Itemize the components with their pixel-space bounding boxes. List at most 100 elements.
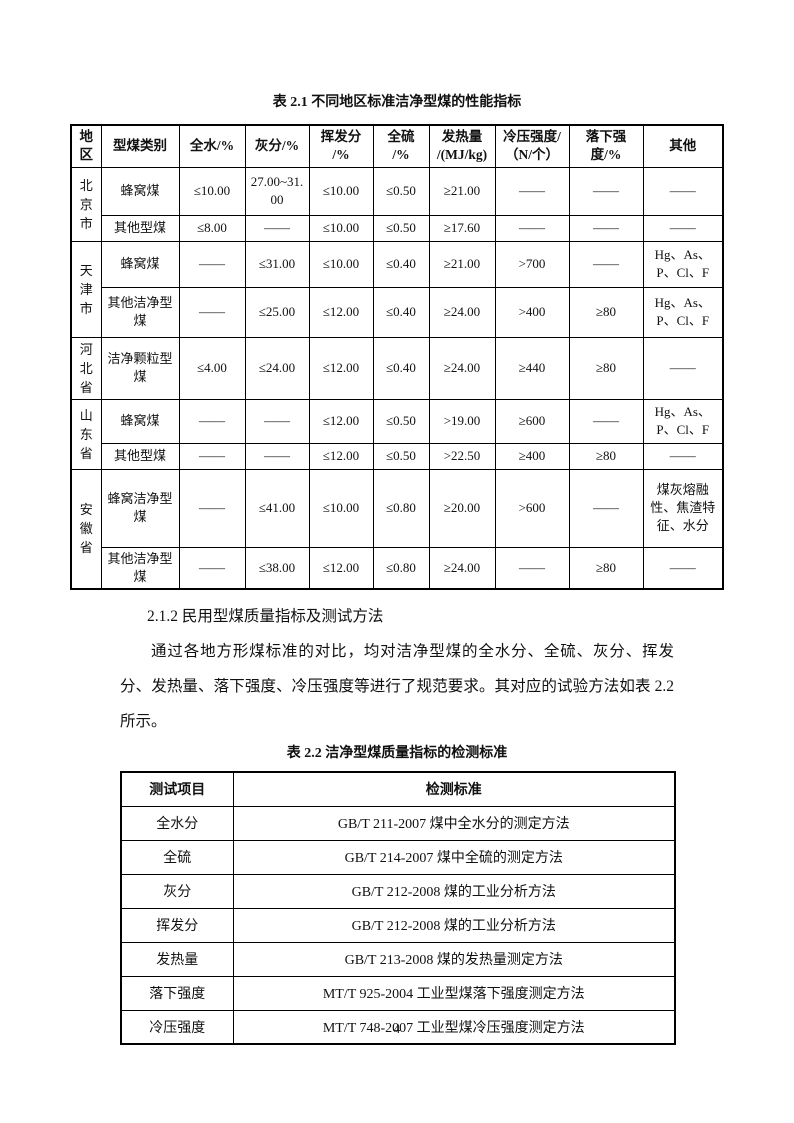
t1-region-cell: 安 徽 省: [70, 468, 102, 590]
t1-cell: ≤0.40: [372, 240, 430, 288]
t1-cell: ≥80: [568, 286, 644, 338]
t1-cell: ≤10.00: [308, 166, 374, 216]
t1-cell: 其他型煤: [100, 442, 180, 470]
t1-cell: ≥600: [494, 398, 570, 444]
t1-cell: ≥20.00: [428, 468, 496, 548]
t1-cell: ≤12.00: [308, 398, 374, 444]
t1-cell: ≤12.00: [308, 546, 374, 590]
t1-cell: ≥21.00: [428, 240, 496, 288]
t1-cell: ——: [494, 546, 570, 590]
t2-standard-cell: MT/T 748-2007 工业型煤冷压强度测定方法: [232, 1009, 676, 1045]
t1-cell: ——: [244, 442, 310, 470]
t1-cell: ——: [178, 546, 246, 590]
t1-cell: Hg、As、P、Cl、F: [642, 240, 724, 288]
t1-cell: ≤0.50: [372, 214, 430, 242]
t2-header-cell: 检测标准: [232, 771, 676, 807]
t1-cell: ——: [642, 214, 724, 242]
t1-header-cell: 落下强 度/%: [568, 124, 644, 168]
t1-region-cell: 天 津 市: [70, 240, 102, 338]
t1-header-row: 地 区 型煤类别 全水/% 灰分/% 挥发分 /% 全硫 /% 发热量 /(MJ…: [70, 124, 724, 168]
t1-cell: ——: [642, 166, 724, 216]
t1-cell: ≥80: [568, 336, 644, 400]
t1-cell: ——: [178, 240, 246, 288]
t1-cell: ——: [568, 468, 644, 548]
t1-cell: 其他型煤: [100, 214, 180, 242]
t1-cell: ——: [568, 214, 644, 242]
t1-row: 安 徽 省 蜂窝洁净型煤 —— ≤41.00 ≤10.00 ≤0.80 ≥20.…: [70, 468, 724, 590]
t1-cell: ——: [178, 468, 246, 548]
t1-cell: ——: [178, 286, 246, 338]
t1-cell: ≥24.00: [428, 336, 496, 400]
t2-row: 发热量 GB/T 213-2008 煤的发热量测定方法: [120, 941, 676, 977]
t1-row: 其他洁净型煤 —— ≤38.00 ≤12.00 ≤0.80 ≥24.00 —— …: [71, 546, 724, 590]
t1-header-cell: 灰分/%: [244, 124, 310, 168]
t1-cell: ≤0.40: [372, 336, 430, 400]
t2-item-cell: 全硫: [120, 839, 234, 875]
t2-item-cell: 落下强度: [120, 975, 234, 1011]
t1-cell: 煤灰熔融性、焦渣特征、水分: [642, 468, 724, 548]
t1-cell: ——: [178, 442, 246, 470]
t1-region-cell: 河 北 省: [70, 336, 102, 400]
t2-item-cell: 灰分: [120, 873, 234, 909]
t2-row: 灰分 GB/T 212-2008 煤的工业分析方法: [120, 873, 676, 909]
t1-cell: ——: [244, 398, 310, 444]
page-number: 4: [393, 1021, 401, 1036]
t1-header-cell: 其他: [642, 124, 724, 168]
t1-row: 其他型煤 ≤8.00 —— ≤10.00 ≤0.50 ≥17.60 —— —— …: [71, 214, 724, 242]
t1-row: 其他洁净型煤 —— ≤25.00 ≤12.00 ≤0.40 ≥24.00 >40…: [71, 286, 724, 338]
t2-row: 落下强度 MT/T 925-2004 工业型煤落下强度测定方法: [120, 975, 676, 1011]
t1-cell: >19.00: [428, 398, 496, 444]
table1-caption: 表 2.1 不同地区标准洁净型煤的性能指标: [272, 95, 522, 110]
table2-caption: 表 2.2 洁净型煤质量指标的检测标准: [286, 746, 508, 761]
t1-cell: ≥400: [494, 442, 570, 470]
t1-cell: ≥21.00: [428, 166, 496, 216]
t2-row: 冷压强度 MT/T 748-2007 工业型煤冷压强度测定方法: [120, 1009, 676, 1045]
t1-cell: ——: [642, 442, 724, 470]
t1-cell: ≤0.50: [372, 166, 430, 216]
t2-standard-cell: GB/T 213-2008 煤的发热量测定方法: [232, 941, 676, 977]
t1-cell: >22.50: [428, 442, 496, 470]
t1-cell: ——: [642, 336, 724, 400]
t1-cell: Hg、As、P、Cl、F: [642, 286, 724, 338]
t1-cell: ≤0.40: [372, 286, 430, 338]
performance-table: 地 区 型煤类别 全水/% 灰分/% 挥发分 /% 全硫 /% 发热量 /(MJ…: [70, 124, 724, 590]
t2-standard-cell: GB/T 212-2008 煤的工业分析方法: [232, 907, 676, 943]
t2-standard-cell: GB/T 212-2008 煤的工业分析方法: [232, 873, 676, 909]
t1-cell: ≥440: [494, 336, 570, 400]
t1-cell: ≤0.50: [372, 442, 430, 470]
t1-header-cell: 发热量 /(MJ/kg): [428, 124, 496, 168]
t1-cell: ——: [494, 166, 570, 216]
t1-cell: ≥80: [568, 546, 644, 590]
t1-cell: ≤10.00: [308, 468, 374, 548]
t1-cell: ≤12.00: [308, 336, 374, 400]
t1-cell: ——: [642, 546, 724, 590]
t1-cell: Hg、As、P、Cl、F: [642, 398, 724, 444]
t1-header-cell: 挥发分 /%: [308, 124, 374, 168]
t1-cell: 蜂窝洁净型煤: [100, 468, 180, 548]
t2-item-cell: 冷压强度: [120, 1009, 234, 1045]
t1-header-cell: 型煤类别: [100, 124, 180, 168]
t1-cell: 其他洁净型煤: [100, 546, 180, 590]
t2-item-cell: 全水分: [120, 805, 234, 841]
t1-cell: ——: [494, 214, 570, 242]
t1-cell: ——: [568, 166, 644, 216]
t1-cell: 蜂窝煤: [100, 398, 180, 444]
t1-cell: >400: [494, 286, 570, 338]
t2-header-row: 测试项目 检测标准: [120, 771, 676, 807]
t1-header-cell: 地 区: [70, 124, 102, 168]
t2-standard-cell: MT/T 925-2004 工业型煤落下强度测定方法: [232, 975, 676, 1011]
t1-region-cell: 山 东 省: [70, 398, 102, 470]
t1-cell: ≤10.00: [308, 240, 374, 288]
t1-cell: ≤8.00: [178, 214, 246, 242]
t1-cell: ——: [568, 398, 644, 444]
t1-row: 其他型煤 —— —— ≤12.00 ≤0.50 >22.50 ≥400 ≥80 …: [71, 442, 724, 470]
t1-header-cell: 全硫 /%: [372, 124, 430, 168]
t2-standard-cell: GB/T 214-2007 煤中全硫的测定方法: [232, 839, 676, 875]
test-standards-table: 测试项目 检测标准 全水分 GB/T 211-2007 煤中全水分的测定方法 全…: [120, 771, 676, 1045]
t1-header-cell: 全水/%: [178, 124, 246, 168]
t2-standard-cell: GB/T 211-2007 煤中全水分的测定方法: [232, 805, 676, 841]
t1-cell: 27.00~31.00: [244, 166, 310, 216]
t1-cell: 洁净颗粒型煤: [100, 336, 180, 400]
body-paragraph: 通过各地方形煤标准的对比，均对洁净型煤的全水分、全硫、灰分、挥发分、发热量、落下…: [120, 643, 674, 730]
